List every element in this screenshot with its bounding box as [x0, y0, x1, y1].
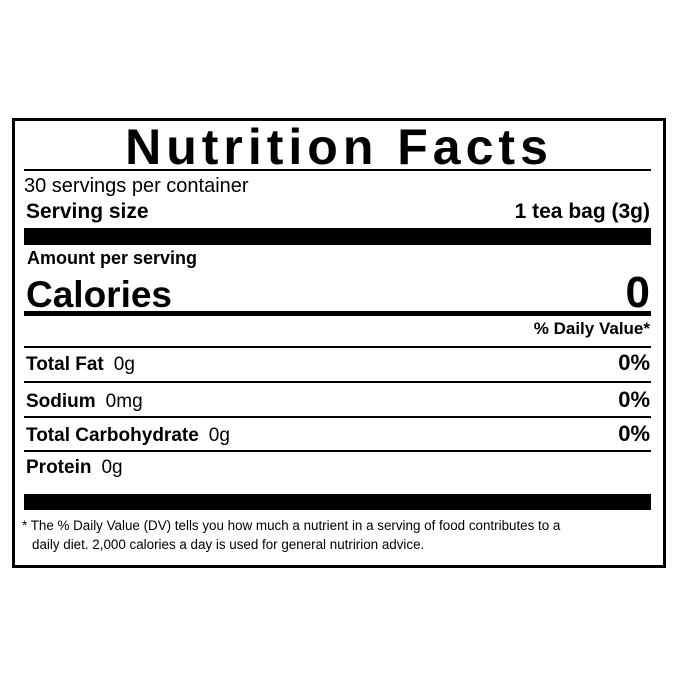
nutrient-row-protein: Protein 0g [26, 457, 650, 479]
calories-label: Calories [26, 274, 173, 315]
serving-size-row: Serving size 1 tea bag (3g) [26, 200, 650, 224]
nutrient-amount: 0mg [105, 391, 143, 412]
nutrient-name: Sodium [26, 391, 96, 412]
medium-divider [24, 311, 651, 316]
calories-value: 0 [625, 268, 650, 317]
nutrient-amount: 0g [208, 425, 230, 446]
divider [24, 169, 651, 171]
nutrient-amount: 0g [113, 354, 135, 375]
amount-per-serving: Amount per serving [27, 248, 198, 268]
daily-value-header: % Daily Value* [533, 319, 650, 338]
footnote-line-2: daily diet. 2,000 calories a day is used… [32, 537, 425, 552]
thick-divider [24, 228, 651, 245]
serving-size-label: Serving size [26, 200, 149, 223]
serving-size-value: 1 tea bag (3g) [514, 200, 650, 223]
footnote-line-1: * The % Daily Value (DV) tells you how m… [22, 518, 561, 533]
nutrient-dv: 0% [618, 387, 650, 412]
thick-divider [24, 494, 651, 510]
calories-row: Calories 0 [26, 268, 650, 318]
nutrient-dv: 0% [618, 421, 650, 446]
nutrient-row-total-carbohydrate: Total Carbohydrate 0g 0% [26, 421, 650, 447]
nutrient-amount: 0g [101, 457, 123, 478]
nutrient-row-sodium: Sodium 0mg 0% [26, 387, 650, 413]
label-title: Nutrition Facts [125, 119, 553, 175]
nutrient-name: Total Fat [26, 354, 104, 375]
nutrient-name: Protein [26, 457, 92, 478]
divider [24, 416, 651, 418]
divider [24, 450, 651, 452]
nutrient-row-total-fat: Total Fat 0g 0% [26, 350, 650, 376]
divider [24, 346, 651, 348]
nutrition-label [12, 118, 666, 568]
nutrient-dv: 0% [618, 350, 650, 375]
nutrient-name: Total Carbohydrate [26, 425, 199, 446]
divider [24, 381, 651, 383]
servings-per-container: 30 servings per container [24, 175, 249, 197]
